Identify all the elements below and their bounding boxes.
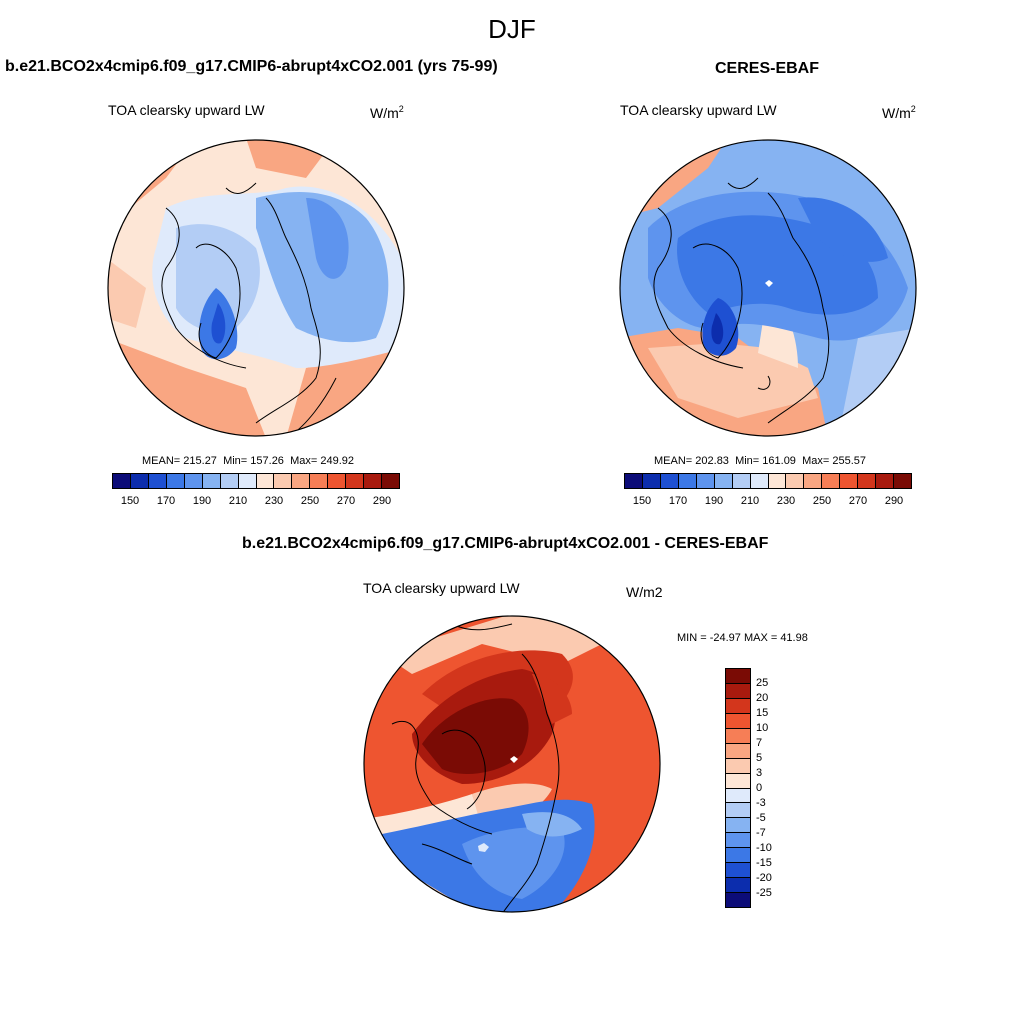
colorbar-swatch (768, 474, 787, 488)
colorbar-swatch (804, 474, 823, 488)
colorbar-swatch (346, 474, 365, 488)
colorbar-swatch (220, 474, 239, 488)
colorbar-tick-label: 7 (756, 737, 763, 749)
colorbar-swatch (238, 474, 257, 488)
colorbar-tick-label: 270 (848, 495, 868, 507)
colorbar-swatch (166, 474, 185, 488)
colorbar-swatch (184, 474, 203, 488)
colorbar-tick-label: 290 (372, 495, 392, 507)
colorbar-tick-label: -5 (756, 812, 766, 824)
colorbar-swatch (732, 474, 751, 488)
colorbar-tick-label: 3 (756, 767, 763, 779)
colorbar-tick-label: 250 (812, 495, 832, 507)
colorbar-tick-label: 170 (668, 495, 688, 507)
colorbar-tick-label: 20 (756, 692, 769, 704)
colorbar-swatch (726, 863, 750, 879)
panel3-stats: MIN = -24.97 MAX = 41.98 (677, 632, 808, 644)
colorbar-swatch (822, 474, 841, 488)
colorbar-swatch (726, 669, 750, 684)
colorbar-swatch (696, 474, 715, 488)
panel1-variable: TOA clearsky upward LW (108, 102, 265, 118)
colorbar-swatch (726, 773, 750, 789)
panel2-variable: TOA clearsky upward LW (620, 102, 777, 118)
colorbar-swatch (726, 743, 750, 759)
panel3-map (363, 615, 661, 913)
colorbar-swatch (726, 758, 750, 774)
colorbar-swatch (625, 474, 643, 488)
colorbar-tick-label: 150 (632, 495, 652, 507)
colorbar-tick-label: 0 (756, 782, 763, 794)
colorbar-swatch (876, 474, 895, 488)
panel3-variable: TOA clearsky upward LW (363, 580, 520, 596)
colorbar-tick-label: 270 (336, 495, 356, 507)
colorbar-tick-label: 210 (740, 495, 760, 507)
colorbar-swatch (726, 833, 750, 849)
colorbar-swatch (714, 474, 733, 488)
colorbar-swatch (726, 728, 750, 744)
colorbar-tick-label: 15 (756, 707, 769, 719)
colorbar-tick-label: 230 (776, 495, 796, 507)
colorbar-swatch (113, 474, 131, 488)
colorbar-tick-label: -3 (756, 797, 766, 809)
colorbar-tick-label: 170 (156, 495, 176, 507)
figure-title: DJF (488, 14, 536, 44)
panel1-stats: MEAN= 215.27 Min= 157.26 Max= 249.92 (142, 455, 354, 467)
panel2-units: W/m2 (882, 104, 916, 121)
colorbar-swatch (678, 474, 697, 488)
panel3-colorbar (725, 668, 751, 908)
colorbar-swatch (786, 474, 805, 488)
panel3-max-region (422, 698, 529, 774)
colorbar-tick-label: 210 (228, 495, 248, 507)
colorbar-tick-label: 250 (300, 495, 320, 507)
colorbar-tick-label: 10 (756, 722, 769, 734)
colorbar-tick-label: 190 (704, 495, 724, 507)
colorbar-swatch (292, 474, 311, 488)
colorbar-tick-label: -10 (756, 842, 772, 854)
colorbar-tick-label: 5 (756, 752, 763, 764)
colorbar-tick-label: -25 (756, 887, 772, 899)
panel2-colorbar (624, 473, 912, 489)
colorbar-swatch (660, 474, 679, 488)
panel2-stats: MEAN= 202.83 Min= 161.09 Max= 255.57 (654, 455, 866, 467)
colorbar-swatch (726, 683, 750, 699)
colorbar-swatch (364, 474, 383, 488)
colorbar-swatch (726, 893, 750, 907)
colorbar-swatch (328, 474, 347, 488)
colorbar-swatch (750, 474, 769, 488)
colorbar-swatch (726, 803, 750, 819)
colorbar-tick-label: 25 (756, 677, 769, 689)
panel1-title: b.e21.BCO2x4cmip6.f09_g17.CMIP6-abrupt4x… (5, 58, 498, 75)
colorbar-swatch (858, 474, 877, 488)
colorbar-swatch (726, 878, 750, 894)
panel3-title: b.e21.BCO2x4cmip6.f09_g17.CMIP6-abrupt4x… (242, 535, 769, 552)
colorbar-swatch (130, 474, 149, 488)
panel2-title: CERES-EBAF (715, 60, 820, 77)
colorbar-swatch (382, 474, 399, 488)
colorbar-swatch (726, 698, 750, 714)
panel3-units: W/m2 (626, 584, 663, 600)
panel1-map (107, 139, 405, 437)
colorbar-swatch (310, 474, 329, 488)
colorbar-swatch (894, 474, 911, 488)
colorbar-swatch (642, 474, 661, 488)
colorbar-tick-label: 290 (884, 495, 904, 507)
colorbar-swatch (202, 474, 221, 488)
colorbar-swatch (148, 474, 167, 488)
colorbar-swatch (726, 788, 750, 804)
colorbar-swatch (256, 474, 275, 488)
colorbar-swatch (726, 848, 750, 864)
panel2-map (619, 139, 917, 437)
colorbar-swatch (274, 474, 293, 488)
colorbar-tick-label: 150 (120, 495, 140, 507)
panel1-colorbar (112, 473, 400, 489)
colorbar-swatch (726, 713, 750, 729)
colorbar-tick-label: -15 (756, 857, 772, 869)
colorbar-tick-label: -20 (756, 872, 772, 884)
colorbar-swatch (840, 474, 859, 488)
colorbar-tick-label: 230 (264, 495, 284, 507)
colorbar-tick-label: -7 (756, 827, 766, 839)
colorbar-swatch (726, 818, 750, 834)
colorbar-tick-label: 190 (192, 495, 212, 507)
panel1-units: W/m2 (370, 104, 404, 121)
